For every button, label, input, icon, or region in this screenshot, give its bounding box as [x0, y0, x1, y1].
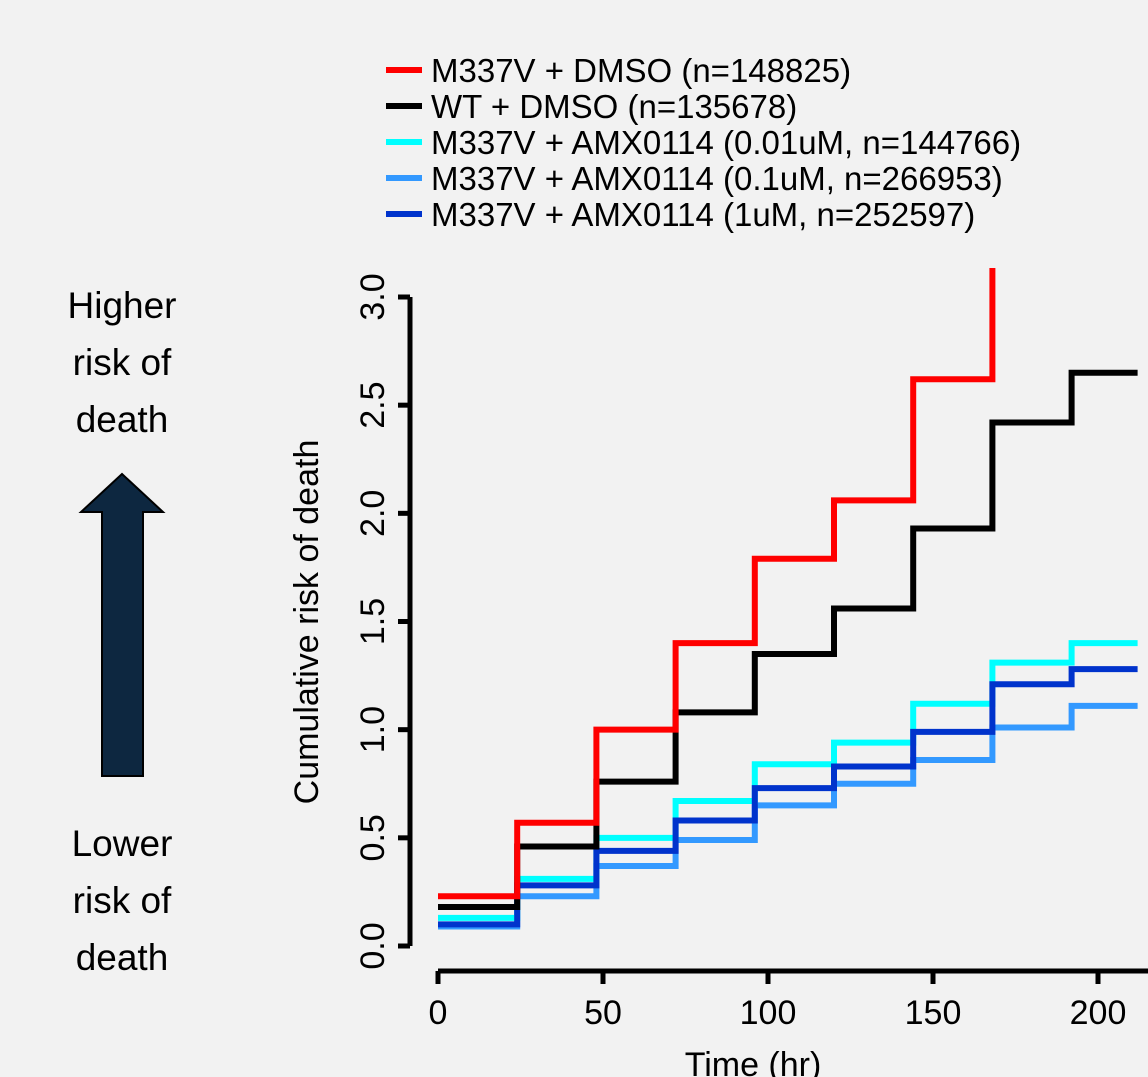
- x-tick-label: 150: [905, 994, 962, 1032]
- y-tick-label: 3.0: [354, 273, 392, 320]
- x-tick-label: 100: [740, 994, 797, 1032]
- lower-risk-line-3: death: [76, 937, 169, 978]
- y-tick-label: 1.5: [354, 598, 392, 645]
- higher-risk-line-3: death: [76, 399, 169, 440]
- legend-entry: M337V + AMX0114 (0.1uM, n=266953): [431, 160, 1003, 197]
- x-tick-label: 50: [584, 994, 622, 1032]
- y-axis-label: Cumulative risk of death: [288, 440, 326, 805]
- y-tick-label: 0.0: [354, 922, 392, 969]
- lower-risk-annotation: Lower risk of death: [72, 823, 173, 978]
- higher-risk-line-2: risk of: [73, 342, 172, 383]
- y-tick-label: 1.0: [354, 706, 392, 753]
- x-axis-label: Time (hr): [685, 1046, 822, 1077]
- y-axis-ticks: 0.0 0.5 1.0 1.5 2.0 2.5 3.0: [354, 273, 410, 970]
- higher-risk-annotation: Higher risk of death: [68, 285, 177, 440]
- series-line-4: [438, 666, 1138, 928]
- legend-entry: WT + DMSO (n=135678): [431, 88, 797, 125]
- series-group: [438, 268, 1138, 930]
- series-line-1: [438, 369, 1138, 911]
- legend-entry: M337V + AMX0114 (1uM, n=252597): [431, 196, 975, 233]
- y-tick-label: 2.0: [354, 490, 392, 537]
- lower-risk-line-2: risk of: [73, 880, 172, 921]
- series-line-3: [438, 702, 1138, 930]
- x-axis-ticks: 0 50 100 150 200: [429, 971, 1127, 1032]
- lower-risk-line-1: Lower: [72, 823, 173, 864]
- higher-risk-line-1: Higher: [68, 285, 177, 326]
- x-tick-label: 0: [429, 994, 448, 1032]
- x-tick-label: 200: [1070, 994, 1127, 1032]
- series-line-0: [438, 268, 996, 900]
- y-tick-label: 0.5: [354, 814, 392, 861]
- up-arrow-icon: [78, 472, 166, 777]
- legend: M337V + DMSO (n=148825)WT + DMSO (n=1356…: [386, 52, 1021, 233]
- legend-entry: M337V + AMX0114 (0.01uM, n=144766): [431, 124, 1021, 161]
- legend-entry: M337V + DMSO (n=148825): [431, 52, 851, 89]
- series-line-2: [438, 640, 1138, 921]
- y-tick-label: 2.5: [354, 382, 392, 429]
